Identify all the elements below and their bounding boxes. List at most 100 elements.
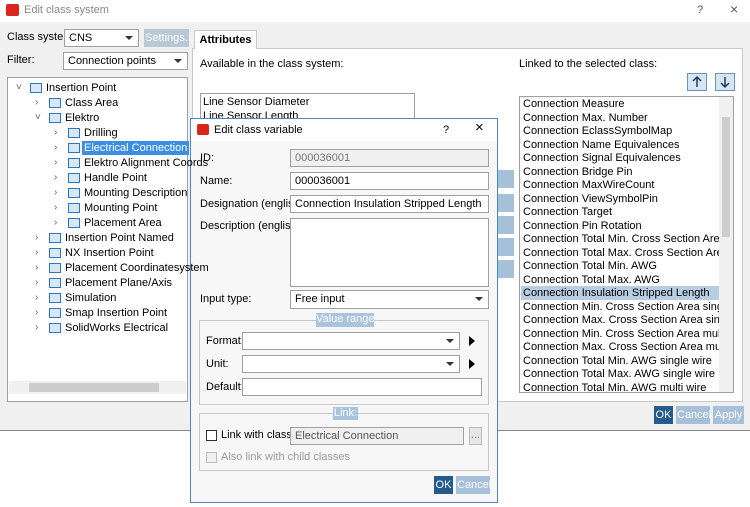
expander[interactable]: › [54, 157, 58, 168]
list-item[interactable]: Connection Insulation Stripped Length [521, 286, 719, 301]
browse-button[interactable]: ... [469, 427, 482, 445]
scroll-thumb[interactable] [29, 383, 159, 392]
unit-combo[interactable] [242, 355, 460, 373]
tree [7, 77, 188, 402]
expander[interactable]: › [54, 172, 58, 183]
tree-item[interactable]: Handle Point [84, 172, 147, 184]
folder-icon [68, 143, 80, 153]
format-arrow[interactable] [467, 334, 477, 348]
expander[interactable]: ˅ [35, 112, 41, 123]
move-up-button[interactable] [687, 73, 707, 91]
list-item[interactable]: Connection Pin Rotation [523, 219, 642, 232]
settings-button[interactable]: Settings... [144, 29, 194, 47]
list-item[interactable]: Connection Measure [523, 98, 625, 110]
label: Class system: [7, 31, 76, 43]
move-down-button[interactable] [715, 73, 735, 91]
list-item[interactable]: Connection EclassSymbolMap [523, 125, 673, 138]
folder-icon [49, 278, 61, 288]
tree-item[interactable]: Class Area [65, 97, 119, 109]
list-item[interactable]: Connection Total Max. Cross Section Area [523, 246, 729, 259]
expander[interactable]: › [35, 322, 39, 333]
folder-icon [49, 263, 61, 273]
tree-item[interactable]: Smap Insertion Point [65, 307, 168, 319]
unit-arrow[interactable] [467, 357, 477, 371]
list-item[interactable]: Connection Target [523, 206, 613, 219]
list-item[interactable]: Connection Total Max. AWG [523, 273, 660, 286]
designation-field[interactable]: Connection Insulation Stripped Length [290, 195, 489, 213]
ok-button[interactable]: OK [434, 476, 453, 494]
tree-item[interactable]: NX Insertion Point [65, 247, 154, 259]
tree-item[interactable]: Drilling [84, 127, 118, 139]
folder-icon [68, 218, 80, 228]
tree-item[interactable]: Insertion Point Named [65, 232, 174, 244]
list-item[interactable]: Connection Max. Cross Section Area singl… [523, 314, 733, 327]
tree-item[interactable]: Mounting Point [84, 202, 158, 214]
tree-item[interactable]: Mounting Description [84, 187, 188, 199]
expander[interactable]: › [35, 307, 39, 318]
list-item[interactable]: Connection Min. Cross Section Area singl… [523, 300, 734, 313]
input-type-combo[interactable]: Free input [290, 290, 489, 309]
expander[interactable]: › [35, 97, 39, 108]
list-item[interactable]: Connection MaxWireCount [523, 179, 655, 192]
expander[interactable]: › [35, 292, 39, 303]
scroll-thumb[interactable] [722, 117, 730, 237]
tree-item[interactable]: Elektro Alignment Coords [84, 157, 209, 169]
folder-icon [68, 128, 80, 138]
tree-item[interactable]: Electrical Connection [82, 141, 190, 155]
tree-item[interactable]: Placement Area [84, 217, 162, 229]
h-scrollbar[interactable] [9, 381, 186, 394]
tree-item[interactable]: Placement Coordinatesystem [65, 262, 209, 274]
folder-icon [49, 308, 61, 318]
list-item[interactable]: Line Sensor Diameter [203, 96, 310, 108]
format-combo[interactable] [242, 332, 460, 350]
help-button[interactable]: ? [697, 4, 704, 16]
folder-icon [68, 188, 80, 198]
tree-item[interactable]: Insertion Point [46, 82, 117, 94]
list-item[interactable]: Connection Min. Cross Section Area multi… [523, 327, 734, 340]
folder-icon [68, 158, 80, 168]
tree-item[interactable]: SolidWorks Electrical [65, 322, 169, 334]
list-item[interactable]: Connection Total Min. AWG single wire [523, 354, 712, 367]
group-title: Link: [333, 407, 358, 420]
list-item[interactable]: Connection Name Equivalences [523, 138, 680, 151]
tree-item[interactable]: Placement Plane/Axis [65, 277, 172, 289]
tree-item[interactable]: Simulation [65, 292, 117, 304]
expander[interactable]: › [54, 127, 58, 138]
apply-button[interactable]: Apply [713, 406, 744, 424]
list-item[interactable]: Connection Bridge Pin [523, 165, 633, 178]
list-item[interactable]: Connection Max. Cross Section Area multi… [523, 341, 734, 354]
list-item[interactable]: Connection Total Min. AWG [523, 260, 657, 273]
class-system-combo[interactable]: CNS [64, 29, 139, 47]
list-item[interactable]: Connection Total Max. AWG single wire [523, 368, 715, 381]
close-button[interactable]: × [730, 1, 739, 17]
window-title: Edit class system [24, 4, 109, 16]
close-button[interactable]: × [475, 119, 484, 136]
dialog-title: Edit class variable [214, 124, 303, 136]
list-item[interactable]: Connection ViewSymbolPin [523, 192, 658, 205]
v-scrollbar[interactable] [719, 97, 733, 392]
expander[interactable]: › [54, 187, 58, 198]
filter-combo[interactable]: Connection points [63, 52, 188, 70]
expander[interactable]: › [54, 202, 58, 213]
expander[interactable]: › [54, 217, 58, 228]
cancel-button[interactable]: Cancel [676, 406, 711, 424]
list-item[interactable]: Connection Signal Equivalences [523, 152, 681, 165]
help-button[interactable]: ? [443, 124, 450, 136]
list-item[interactable]: Connection Total Min. AWG multi wire [523, 381, 707, 393]
expander[interactable]: › [35, 277, 39, 288]
list-item[interactable]: Connection Max. Number [523, 111, 648, 124]
description-field[interactable] [290, 218, 489, 287]
name-field[interactable]: 000036001 [290, 172, 489, 190]
expander[interactable]: ˅ [16, 82, 22, 93]
expander[interactable]: › [54, 142, 58, 153]
expander[interactable]: › [35, 262, 39, 273]
expander[interactable]: › [35, 232, 39, 243]
link-checkbox[interactable] [206, 430, 217, 441]
ok-button[interactable]: OK [654, 406, 673, 424]
tab[interactable]: Attributes [194, 30, 257, 49]
expander[interactable]: › [35, 247, 39, 258]
tree-item[interactable]: Elektro [65, 112, 100, 124]
default-field[interactable] [242, 378, 482, 396]
list-item[interactable]: Connection Total Min. Cross Section Area [523, 233, 726, 246]
cancel-button[interactable]: Cancel [456, 476, 491, 494]
